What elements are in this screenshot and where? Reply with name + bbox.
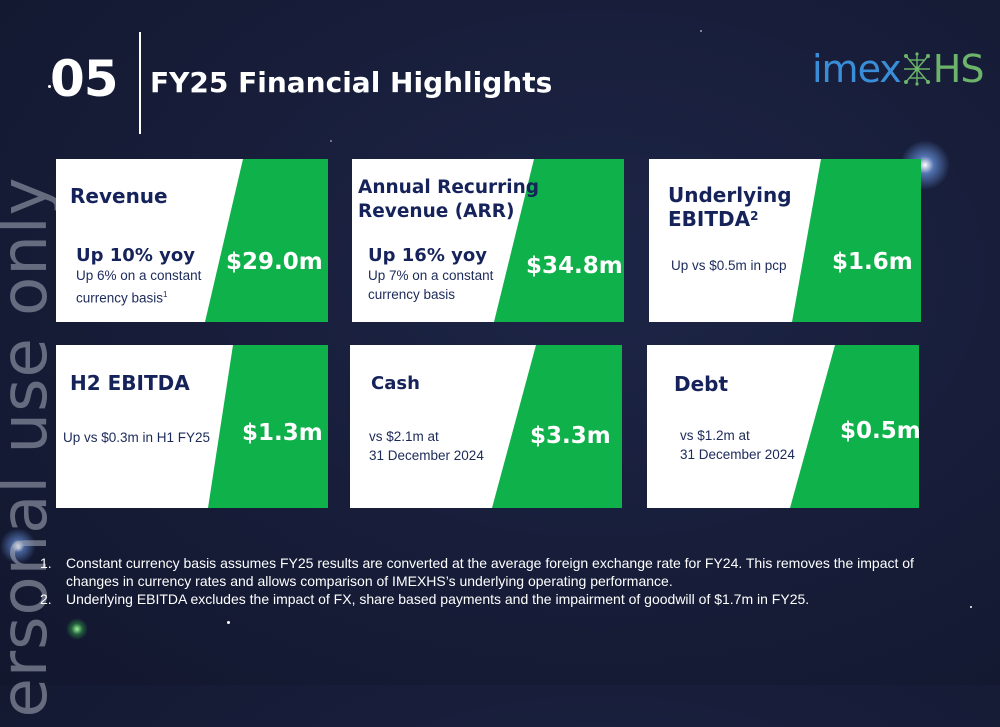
card-title-line: EBITDA2 <box>668 207 792 231</box>
card-subtext: Up vs $0.5m in pcp <box>671 258 787 273</box>
star <box>227 621 230 624</box>
card-subtext: vs $1.2m at 31 December 2024 <box>680 426 795 464</box>
footnote-item: 2. Underlying EBITDA excludes the impact… <box>40 590 940 608</box>
star <box>700 30 702 32</box>
card-title: Annual Recurring Revenue (ARR) <box>358 176 539 224</box>
card-subtext: Up vs $0.3m in H1 FY25 <box>63 430 211 445</box>
card-subtext-line: vs $2.1m at <box>369 429 439 444</box>
star-glow <box>0 528 36 564</box>
kpi-card-underlying-ebitda: Underlying EBITDA2 Up vs $0.5m in pcp $1… <box>649 159 921 322</box>
card-subtext-line: currency basis1 <box>76 285 201 308</box>
footnotes: 1. Constant currency basis assumes FY25 … <box>40 554 940 608</box>
watermark-text: ersonal use only <box>0 176 62 718</box>
kpi-card-cash: Cash vs $2.1m at 31 December 2024 $3.3m <box>350 345 622 508</box>
footnote-ref: 1 <box>163 290 168 299</box>
card-subtext: Up 7% on a constant currency basis <box>368 266 493 304</box>
card-subtext-line: 31 December 2024 <box>680 447 795 462</box>
card-value: $34.8m <box>526 253 623 279</box>
card-title: Underlying EBITDA2 <box>668 183 792 231</box>
footnote-number: 2. <box>40 591 52 607</box>
header-divider <box>139 32 141 134</box>
page-title: FY25 Financial Highlights <box>150 66 553 99</box>
footnote-text: Constant currency basis assumes FY25 res… <box>66 555 914 589</box>
star <box>48 85 51 88</box>
footnote-number: 1. <box>40 555 52 571</box>
card-subtext: vs $2.1m at 31 December 2024 <box>369 427 484 465</box>
footnote-text: Underlying EBITDA excludes the impact of… <box>66 591 810 607</box>
card-title-line: Underlying <box>668 183 792 207</box>
kpi-card-arr: Annual Recurring Revenue (ARR) Up 16% yo… <box>352 159 624 322</box>
card-value: $0.5m <box>840 418 919 444</box>
card-headline: Up 16% yoy <box>368 245 487 266</box>
logo-text-imex: imex <box>812 47 902 91</box>
card-subtext-text: currency basis <box>76 290 164 306</box>
kpi-card-revenue: Revenue Up 10% yoy Up 6% on a constant c… <box>56 159 328 322</box>
card-subtext-line: Up 6% on a constant <box>76 268 202 283</box>
card-title: Debt <box>674 372 729 396</box>
kpi-card-h2-ebitda: H2 EBITDA Up vs $0.3m in H1 FY25 $1.3m <box>56 345 328 508</box>
logo-network-icon <box>903 52 930 86</box>
star <box>970 606 972 608</box>
card-title: Cash <box>371 373 420 394</box>
card-subtext: Up 6% on a constant currency basis1 <box>76 266 201 308</box>
company-logo: imex HS <box>812 47 985 91</box>
card-headline: Up 10% yoy <box>76 245 195 266</box>
section-number: 05 <box>50 50 119 108</box>
star-glow <box>66 618 88 640</box>
star <box>330 140 332 142</box>
card-subtext-line: currency basis <box>368 287 456 302</box>
card-value: $1.6m <box>832 249 913 275</box>
card-title-line: Revenue (ARR) <box>358 201 515 222</box>
card-subtext-line: vs $1.2m at <box>680 428 750 443</box>
card-title-line: Annual Recurring <box>358 177 540 198</box>
logo-text-hs: HS <box>932 47 985 91</box>
card-subtext-line: Up 7% on a constant <box>368 268 494 283</box>
card-title-text: EBITDA <box>668 207 751 231</box>
card-title: Revenue <box>70 184 168 208</box>
footnote-item: 1. Constant currency basis assumes FY25 … <box>40 554 940 590</box>
card-value: $1.3m <box>242 420 323 446</box>
card-value: $3.3m <box>530 423 611 449</box>
card-title: H2 EBITDA <box>70 371 190 395</box>
footnote-ref: 2 <box>750 209 759 223</box>
card-value: $29.0m <box>226 249 323 275</box>
kpi-card-debt: Debt vs $1.2m at 31 December 2024 $0.5m <box>647 345 919 508</box>
card-subtext-line: 31 December 2024 <box>369 448 484 463</box>
